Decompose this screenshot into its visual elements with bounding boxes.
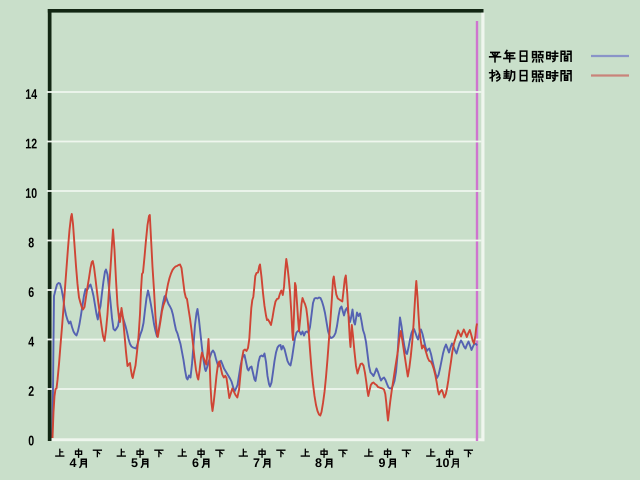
svg-text:4: 4	[70, 456, 77, 470]
svg-text:10: 10	[436, 456, 450, 470]
svg-text:9: 9	[379, 456, 386, 470]
svg-text:5: 5	[131, 456, 138, 470]
svg-text:7: 7	[253, 456, 260, 470]
svg-text:8: 8	[315, 456, 322, 470]
svg-text:6: 6	[192, 456, 199, 470]
